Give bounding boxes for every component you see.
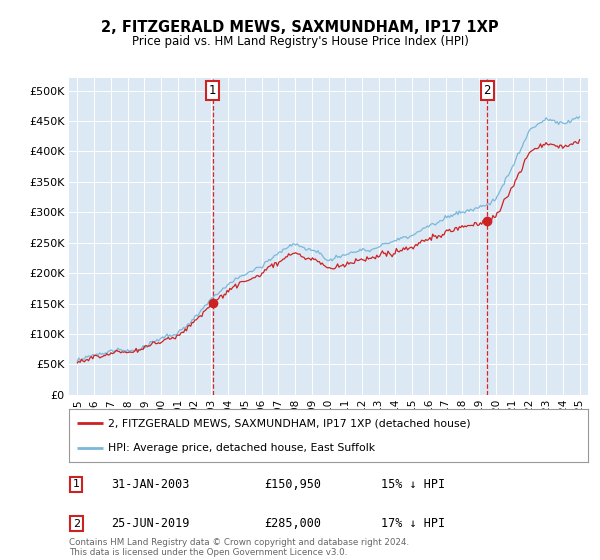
Text: 2, FITZGERALD MEWS, SAXMUNDHAM, IP17 1XP (detached house): 2, FITZGERALD MEWS, SAXMUNDHAM, IP17 1XP… — [108, 418, 470, 428]
Text: 31-JAN-2003: 31-JAN-2003 — [111, 478, 190, 491]
Text: Contains HM Land Registry data © Crown copyright and database right 2024.
This d: Contains HM Land Registry data © Crown c… — [69, 538, 409, 557]
Text: 2: 2 — [484, 84, 491, 97]
Text: 1: 1 — [73, 479, 80, 489]
Text: 1: 1 — [209, 84, 217, 97]
Text: £285,000: £285,000 — [264, 517, 321, 530]
Text: 2, FITZGERALD MEWS, SAXMUNDHAM, IP17 1XP: 2, FITZGERALD MEWS, SAXMUNDHAM, IP17 1XP — [101, 20, 499, 35]
Text: HPI: Average price, detached house, East Suffolk: HPI: Average price, detached house, East… — [108, 442, 375, 452]
Text: 2: 2 — [73, 519, 80, 529]
Text: 15% ↓ HPI: 15% ↓ HPI — [381, 478, 445, 491]
Text: £150,950: £150,950 — [264, 478, 321, 491]
Text: 25-JUN-2019: 25-JUN-2019 — [111, 517, 190, 530]
Text: Price paid vs. HM Land Registry's House Price Index (HPI): Price paid vs. HM Land Registry's House … — [131, 35, 469, 48]
Text: 17% ↓ HPI: 17% ↓ HPI — [381, 517, 445, 530]
